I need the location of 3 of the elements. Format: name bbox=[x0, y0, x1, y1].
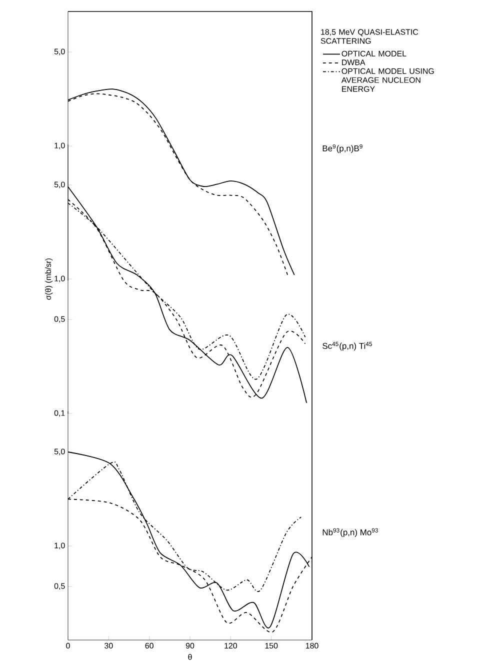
text: Nb$^{93}$(p,n) Mo$^{93}$ bbox=[322, 528, 378, 537]
text: Be$^{9}$(p,n)B$^{9}$ bbox=[322, 144, 362, 154]
text: Sc$^{45}$(p,n) Ti$^{45}$ bbox=[322, 342, 372, 351]
